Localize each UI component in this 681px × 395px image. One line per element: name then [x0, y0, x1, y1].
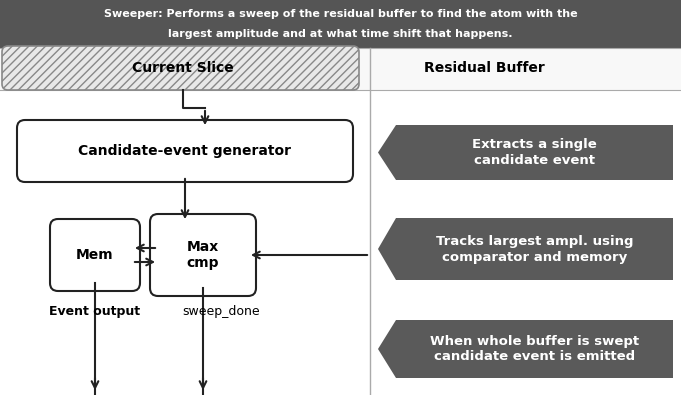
Polygon shape	[378, 320, 673, 378]
Text: Current Slice: Current Slice	[132, 61, 234, 75]
Text: Event output: Event output	[50, 305, 140, 318]
Text: Residual Buffer: Residual Buffer	[424, 61, 545, 75]
Text: largest amplitude and at what time shift that happens.: largest amplitude and at what time shift…	[168, 29, 513, 39]
Polygon shape	[0, 48, 681, 90]
FancyBboxPatch shape	[150, 214, 256, 296]
FancyBboxPatch shape	[50, 219, 140, 291]
Text: Tracks largest ampl. using
comparator and memory: Tracks largest ampl. using comparator an…	[436, 235, 633, 263]
FancyBboxPatch shape	[17, 120, 353, 182]
Polygon shape	[378, 218, 673, 280]
Text: Extracts a single
candidate event: Extracts a single candidate event	[472, 138, 597, 167]
FancyBboxPatch shape	[2, 46, 359, 90]
Text: Max
cmp: Max cmp	[187, 240, 219, 270]
Polygon shape	[0, 0, 681, 48]
Text: Sweeper: Performs a sweep of the residual buffer to find the atom with the: Sweeper: Performs a sweep of the residua…	[104, 9, 577, 19]
Text: Mem: Mem	[76, 248, 114, 262]
Polygon shape	[378, 125, 673, 180]
Text: Candidate-event generator: Candidate-event generator	[78, 144, 291, 158]
Text: sweep_done: sweep_done	[183, 305, 260, 318]
Text: When whole buffer is swept
candidate event is emitted: When whole buffer is swept candidate eve…	[430, 335, 639, 363]
